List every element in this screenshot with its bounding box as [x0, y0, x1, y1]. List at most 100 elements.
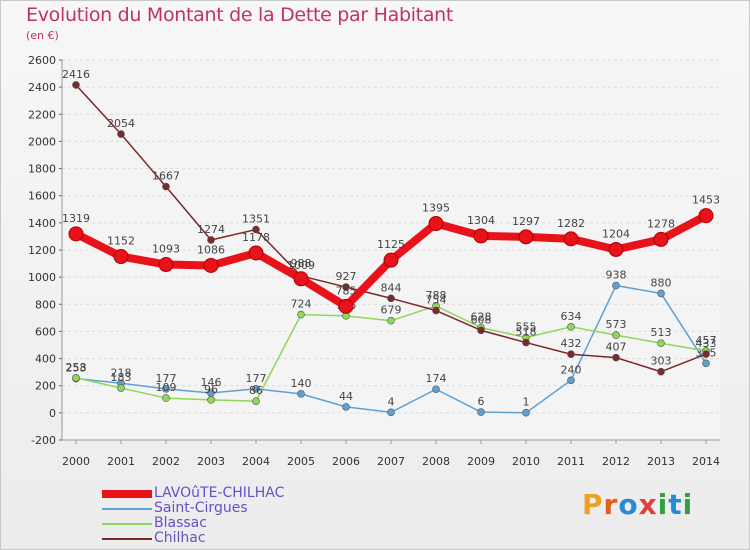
data-label: 86: [249, 384, 263, 397]
chart-title: Evolution du Montant de la Dette par Hab…: [26, 4, 454, 26]
data-label: 1351: [242, 213, 270, 226]
logo-letter: P: [582, 488, 604, 521]
data-point: [477, 408, 485, 416]
data-label: 1395: [422, 202, 450, 215]
data-label: 218: [111, 366, 132, 379]
x-tick-label: 2003: [197, 455, 225, 468]
x-tick-label: 2010: [512, 455, 540, 468]
data-point: [702, 359, 710, 368]
x-tick-label: 2002: [152, 455, 180, 468]
data-point: [342, 283, 350, 291]
data-point: [432, 306, 440, 315]
data-point: [297, 310, 305, 319]
data-point: [477, 326, 485, 335]
legend-swatch: [102, 538, 152, 540]
data-label: 1274: [197, 223, 225, 236]
data-point: [338, 298, 354, 314]
x-tick-label: 2013: [647, 455, 675, 468]
data-label: 938: [606, 269, 627, 282]
data-label: 628: [471, 311, 492, 324]
chart-subtitle: (en €): [26, 29, 59, 42]
y-tick-label: 2600: [28, 54, 56, 67]
data-label: 513: [651, 326, 672, 339]
data-label: 1319: [62, 212, 90, 225]
data-point: [608, 241, 624, 257]
data-point: [428, 216, 444, 232]
y-tick-label: 1400: [28, 217, 56, 230]
legend-item-chilhac: Chilhac: [102, 530, 352, 546]
data-point: [248, 245, 264, 261]
data-label: 608: [471, 313, 492, 326]
data-label: 44: [339, 390, 353, 403]
data-label: 177: [156, 372, 177, 385]
data-label: 634: [561, 310, 582, 323]
x-tick-label: 2012: [602, 455, 630, 468]
data-point: [252, 385, 260, 393]
x-tick-label: 2011: [557, 455, 585, 468]
data-label: 2416: [62, 68, 90, 81]
data-label: 433: [696, 337, 717, 350]
logo-letter: i: [682, 488, 694, 521]
data-point: [387, 408, 395, 417]
data-point: [203, 257, 219, 273]
data-label: 1278: [647, 217, 675, 230]
data-point: [158, 257, 174, 273]
legend-swatch: [102, 508, 152, 510]
data-label: 183: [111, 371, 132, 384]
y-tick-label: 1800: [28, 163, 56, 176]
data-point: [432, 385, 440, 394]
chart-legend: LAVOûTE-CHILHAC Saint-Cirgues Blassac Chilh…: [102, 485, 352, 546]
data-point: [612, 281, 620, 290]
data-label: 844: [381, 281, 402, 294]
data-label: 1204: [602, 227, 630, 240]
data-point: [473, 228, 489, 244]
legend-label: LAVOûTE-CHILHAC: [154, 485, 285, 501]
data-label: 880: [651, 276, 672, 289]
data-point: [293, 271, 309, 287]
data-point: [207, 236, 215, 244]
data-point: [297, 390, 305, 398]
x-tick-label: 2005: [287, 455, 315, 468]
data-label: 6: [478, 395, 485, 408]
x-tick-label: 2009: [467, 455, 495, 468]
data-point: [342, 403, 350, 411]
data-point: [252, 397, 260, 405]
legend-item-lavo-te-chilhac: LAVOûTE-CHILHAC: [102, 485, 352, 501]
data-point: [522, 408, 530, 417]
data-label: 1178: [242, 231, 270, 244]
data-label: 724: [291, 298, 312, 311]
data-label: 1009: [287, 259, 315, 272]
data-label: 754: [426, 294, 447, 307]
x-tick-label: 2004: [242, 455, 270, 468]
data-point: [117, 130, 125, 138]
data-point: [657, 289, 665, 298]
x-tick-label: 2007: [377, 455, 405, 468]
data-point: [657, 367, 665, 376]
logo-letter: o: [618, 488, 639, 521]
data-point: [653, 231, 669, 247]
data-point: [162, 394, 170, 402]
data-label: 457: [696, 334, 717, 347]
legend-label: Blassac: [154, 515, 207, 531]
data-point: [612, 331, 620, 339]
data-label: 174: [426, 372, 447, 385]
y-tick-label: 2000: [28, 135, 56, 148]
data-label: 1667: [152, 170, 180, 183]
data-label: 1: [523, 396, 530, 409]
data-point: [387, 294, 395, 303]
data-point: [518, 229, 534, 245]
data-label: 555: [516, 321, 537, 334]
data-point: [612, 353, 620, 362]
x-tick-label: 2000: [62, 455, 90, 468]
data-point: [657, 339, 665, 348]
y-tick-label: 1000: [28, 271, 56, 284]
data-label: 258: [66, 361, 87, 374]
x-tick-label: 2014: [692, 455, 720, 468]
data-point: [72, 374, 80, 382]
data-point: [252, 225, 260, 234]
data-point: [68, 226, 84, 242]
logo-letter: i: [657, 488, 669, 521]
data-point: [522, 338, 530, 347]
data-label: 927: [336, 270, 357, 283]
